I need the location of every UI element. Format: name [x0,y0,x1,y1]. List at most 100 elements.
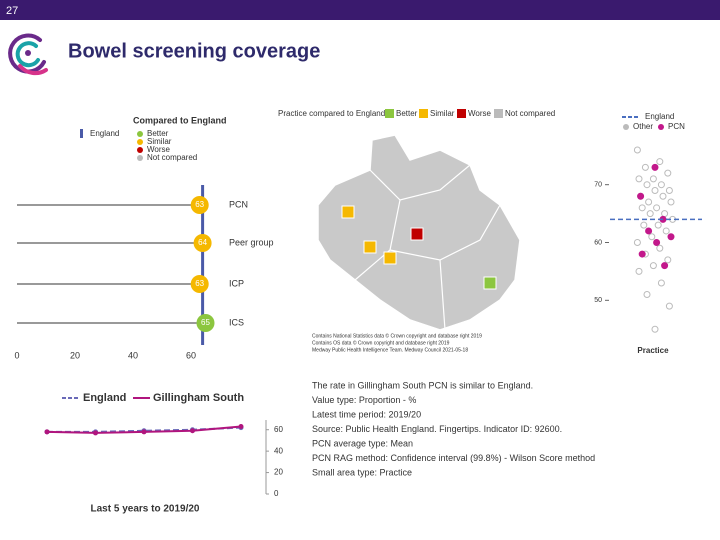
legend-swatch [137,155,143,161]
y-tick-label: 60 [274,425,283,434]
point [665,302,673,310]
legend-swatch [623,124,629,130]
point [656,244,664,252]
category-label: ICS [229,317,244,327]
summary-line: Source: Public Health England. Fingertip… [312,424,562,434]
dot [190,275,209,293]
summary-line: The rate in Gillingham South PCN is simi… [312,380,533,390]
point [635,267,643,275]
point [662,227,670,235]
point [653,239,661,246]
value-label: 64 [198,238,207,247]
legend-label: Not compared [147,153,197,162]
page-number: 27 [6,5,18,17]
point [649,175,657,183]
point [638,250,646,258]
point [656,158,664,166]
legend-label: England [90,129,119,138]
logo [8,33,48,76]
point [649,262,657,270]
point [643,291,651,299]
summary-line: PCN average type: Mean [312,438,413,448]
value-label: 63 [195,279,204,288]
point [648,233,656,241]
legend-label: PCN [668,122,685,131]
point [667,233,675,241]
category-label: ICP [229,278,244,288]
y-tick-label: 0 [274,489,279,498]
point [44,429,50,435]
point [651,325,659,333]
credit: Contains OS data © Crown copyright and d… [312,339,450,346]
legend-title: Practice compared to England [278,109,385,118]
y-tick-label: 50 [594,297,602,304]
point [643,181,651,189]
point [661,262,669,270]
legend-label: Other [633,122,653,131]
point [641,163,649,171]
title: Bowel screening coverage [68,40,320,62]
point [638,204,646,212]
point [653,204,661,212]
legend-swatch [457,109,466,118]
point [661,210,669,218]
y-tick-label: 60 [594,239,602,246]
point [651,163,659,171]
legend-swatch [419,109,428,118]
point [645,227,653,235]
point [651,186,659,194]
legend-label: England [645,112,674,121]
x-axis-label: Last 5 years to 2019/20 [91,504,200,515]
category-label: Peer group [229,237,274,247]
category-label: PCN [229,199,248,209]
legend-swatch [137,147,143,153]
legend-label: Better [147,129,169,138]
y-tick-label: 20 [274,468,283,477]
point [141,429,147,435]
point [657,181,665,189]
point [635,175,643,183]
x-tick-label: 20 [70,350,80,360]
summary-line: Value type: Proportion - % [312,395,416,405]
point [664,256,672,264]
point [93,430,98,436]
point [667,198,675,206]
value-label: 63 [195,200,204,209]
legend-label: Better [396,109,418,118]
legend-label: Worse [147,145,171,154]
point [657,279,665,287]
dot [196,314,215,332]
value-label: 65 [201,318,210,327]
point [646,210,654,218]
legend-label: Similar [430,109,455,118]
credit: Medway Public Health Intelligence Team. … [312,347,468,353]
legend-swatch [137,131,143,137]
summary-line: Small area type: Practice [312,467,412,477]
point [637,192,645,200]
legend-label: Worse [468,109,492,118]
legend-swatch [658,124,664,130]
legend-label: England [83,392,126,404]
point [190,428,195,434]
credit: Contains National Statistics data © Crow… [312,332,482,339]
legend-swatch [385,109,394,118]
legend-label: Similar [147,137,172,146]
x-tick-label: 60 [186,350,196,360]
point [633,146,641,154]
summary-line: PCN RAG method: Confidence interval (99.… [312,453,595,463]
x-axis-label: Practice [637,346,669,355]
y-tick-label: 70 [594,182,602,189]
point [654,221,662,229]
legend-label: Not compared [505,109,555,118]
point [665,186,673,194]
legend-label: Gillingham South [153,392,244,404]
point [633,239,641,246]
legend-swatch [137,139,143,145]
legend-title: Compared to England [133,115,227,125]
legend-swatch [80,129,83,138]
y-tick-label: 40 [274,446,283,455]
summary-line: Latest time period: 2019/20 [312,409,421,419]
header-bar [0,0,720,20]
